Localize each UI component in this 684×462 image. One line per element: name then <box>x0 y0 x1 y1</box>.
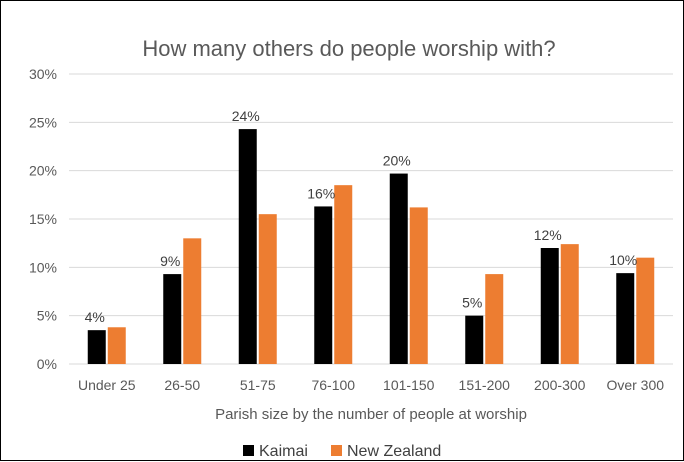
bar-kaimai <box>238 129 257 364</box>
bar-kaimai <box>616 273 635 364</box>
bar-new-zealand <box>334 185 353 364</box>
bar-new-zealand <box>636 257 655 364</box>
data-label: 4% <box>85 309 105 325</box>
bar-new-zealand <box>107 327 126 364</box>
y-axis-ticks: 0% 5% 10% 15% 20% 25% 30% <box>29 66 57 372</box>
bar-new-zealand <box>183 238 202 364</box>
data-label: 12% <box>534 227 562 243</box>
bar-kaimai <box>314 206 333 364</box>
bar-new-zealand <box>258 214 277 364</box>
legend-label: Kaimai <box>259 443 308 460</box>
bars <box>87 129 655 364</box>
y-tick-label: 25% <box>29 114 57 130</box>
bar-new-zealand <box>485 274 504 364</box>
x-tick-label: 76-100 <box>311 377 355 393</box>
y-tick-label: 15% <box>29 211 57 227</box>
data-label: 10% <box>609 252 637 268</box>
y-tick-label: 20% <box>29 163 57 179</box>
x-tick-label: 200-300 <box>534 377 586 393</box>
x-axis-ticks: Under 25 26-50 51-75 76-100 101-150 151-200 20… <box>78 377 664 393</box>
y-tick-label: 30% <box>29 66 57 82</box>
legend-label: New Zealand <box>347 443 441 460</box>
data-label: 9% <box>160 253 180 269</box>
bar-new-zealand <box>409 207 428 364</box>
data-label: 24% <box>232 108 260 124</box>
data-label: 5% <box>462 295 482 311</box>
bar-new-zealand <box>560 244 579 364</box>
x-tick-label: 51-75 <box>240 377 276 393</box>
x-tick-label: 151-200 <box>459 377 511 393</box>
gridlines <box>69 73 673 365</box>
legend-swatch <box>331 445 342 456</box>
y-tick-label: 5% <box>37 308 57 324</box>
legend: Kaimai New Zealand <box>243 443 441 460</box>
y-tick-label: 10% <box>29 259 57 275</box>
x-tick-label: 101-150 <box>383 377 435 393</box>
bar-kaimai <box>87 330 106 364</box>
legend-swatch <box>243 445 254 456</box>
data-labels: 4% 9% 24% 16% 20% 5% 12% 10% <box>85 108 638 325</box>
bar-kaimai <box>163 274 182 364</box>
x-tick-label: 26-50 <box>164 377 200 393</box>
bar-kaimai <box>465 315 484 364</box>
data-label: 20% <box>383 153 411 169</box>
chart-title: How many others do people worship with? <box>142 36 555 61</box>
x-tick-label: Over 300 <box>606 377 664 393</box>
x-tick-label: Under 25 <box>78 377 136 393</box>
y-tick-label: 0% <box>37 356 57 372</box>
bar-kaimai <box>540 248 559 364</box>
x-axis-title: Parish size by the number of people at w… <box>215 406 527 423</box>
data-label: 16% <box>307 185 335 201</box>
bar-kaimai <box>389 173 408 364</box>
